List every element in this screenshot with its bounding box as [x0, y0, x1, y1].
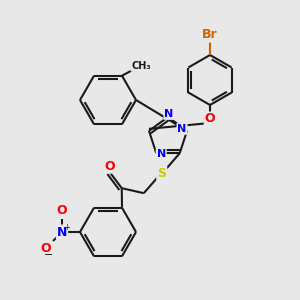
- Text: N: N: [157, 149, 166, 159]
- Text: +: +: [64, 223, 70, 232]
- Text: N: N: [177, 124, 187, 134]
- Text: −: −: [44, 250, 54, 260]
- Text: O: O: [57, 205, 67, 218]
- Text: CH₃: CH₃: [131, 61, 151, 71]
- Text: Br: Br: [202, 28, 218, 41]
- Text: N: N: [57, 226, 67, 238]
- Text: O: O: [205, 112, 215, 125]
- Text: N: N: [164, 109, 174, 119]
- Text: S: S: [157, 167, 166, 180]
- Text: O: O: [41, 242, 51, 254]
- Text: O: O: [104, 160, 115, 173]
